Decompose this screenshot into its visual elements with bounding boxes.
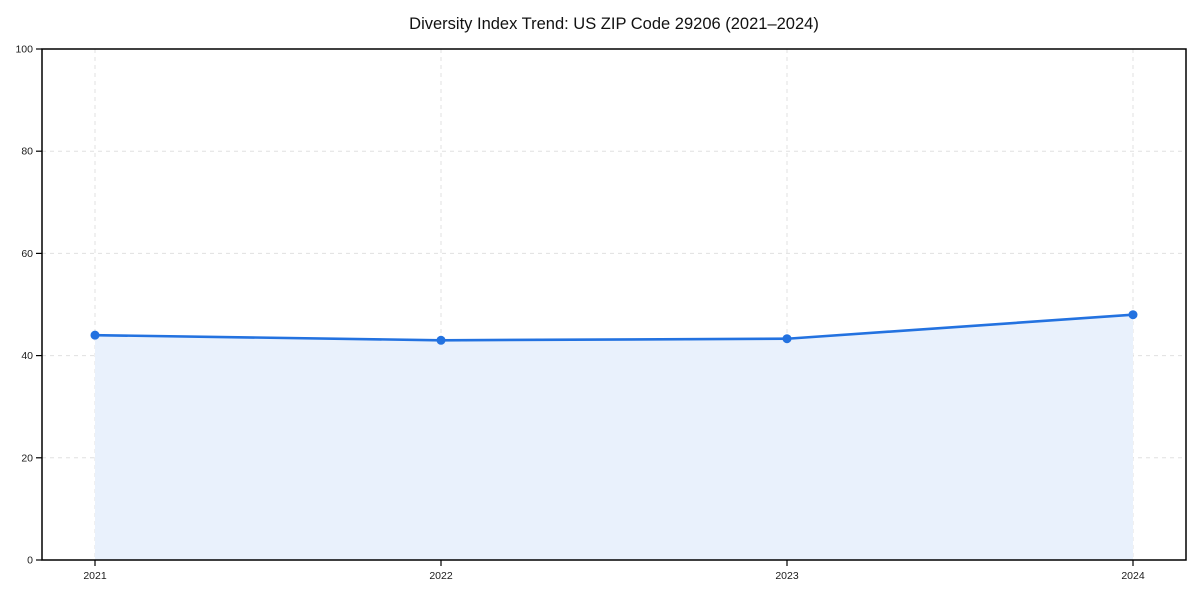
- data-point: [90, 330, 100, 340]
- chart-title: Diversity Index Trend: US ZIP Code 29206…: [409, 15, 819, 33]
- data-point: [782, 334, 792, 344]
- plot-frame: [41, 48, 1187, 561]
- plot-area: 0 20 40 60 80 100 2021 2022 2023 2024: [15, 44, 1187, 582]
- x-tick-label: 2024: [1121, 570, 1145, 582]
- area-fill: [95, 314, 1133, 560]
- data-point: [436, 335, 446, 345]
- y-tick-label: 20: [21, 452, 33, 464]
- x-tick-label: 2023: [775, 570, 799, 582]
- x-tick-label: 2022: [429, 570, 453, 582]
- y-tick-label: 0: [27, 555, 33, 567]
- y-tick-label: 80: [21, 146, 33, 158]
- y-tick-label: 60: [21, 248, 33, 260]
- y-tick-label: 40: [21, 350, 33, 362]
- y-tick-label: 100: [15, 44, 33, 56]
- data-point: [1128, 310, 1138, 320]
- x-tick-label: 2021: [83, 570, 107, 582]
- trend-line: [93, 313, 1135, 342]
